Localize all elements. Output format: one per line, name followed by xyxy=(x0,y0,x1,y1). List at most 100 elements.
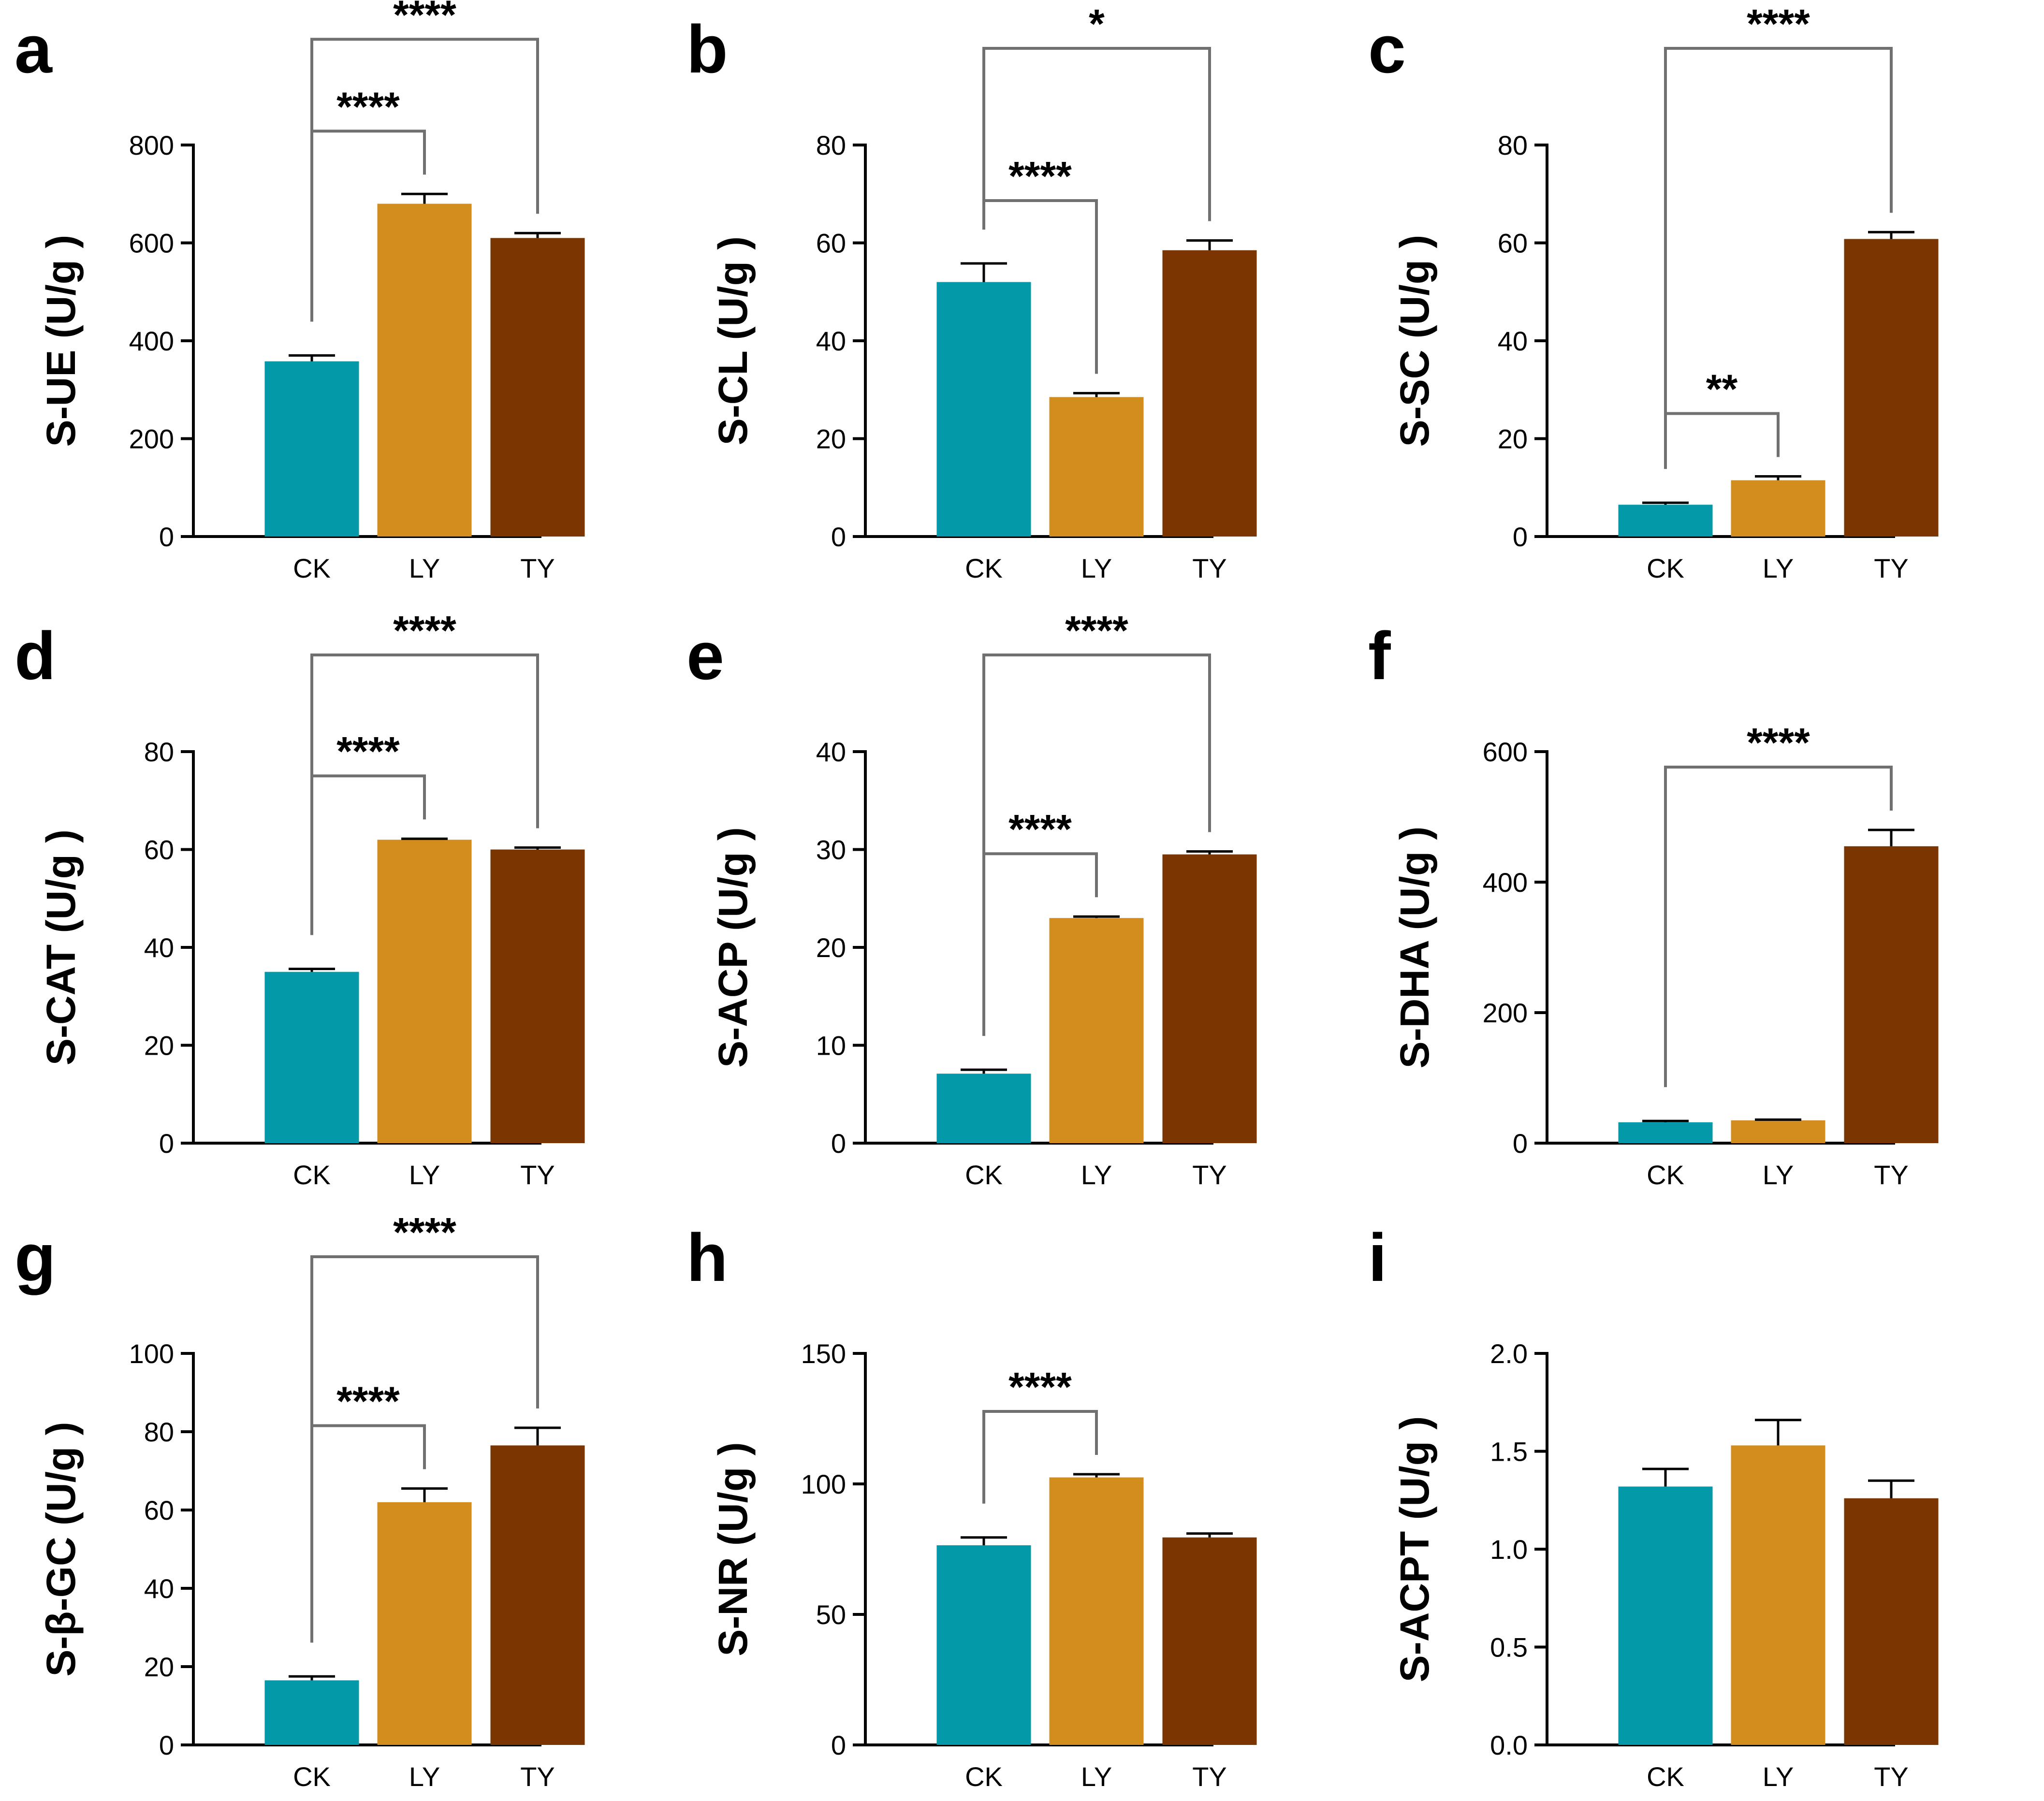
significance-label: * xyxy=(1089,1,1105,46)
bar-ly xyxy=(1049,397,1144,537)
bar-ty xyxy=(1844,846,1939,1143)
x-tick-label: LY xyxy=(409,553,440,583)
bar-ty xyxy=(1844,239,1939,537)
panel-letter: a xyxy=(15,11,53,87)
x-tick-label: TY xyxy=(520,1761,555,1792)
significance-label: **** xyxy=(1008,806,1072,852)
panel-letter: e xyxy=(686,618,724,694)
panel-letter: g xyxy=(15,1220,56,1295)
bar-ty xyxy=(1162,250,1257,537)
significance-label: **** xyxy=(336,1378,400,1423)
y-tick-label: 100 xyxy=(129,1338,174,1369)
panel-g: g S-β-GC (U/g ) 0 20 40 60 80 100 CK LY TY **** **** xyxy=(15,1209,585,1792)
y-tick-label: 20 xyxy=(1498,424,1528,454)
y-tick-label: 0 xyxy=(831,1730,846,1760)
y-tick-label: 1.0 xyxy=(1490,1534,1528,1565)
bar-ck xyxy=(264,1680,359,1745)
y-tick-label: 20 xyxy=(816,932,846,963)
significance-bracket xyxy=(310,654,539,935)
y-tick-label: 2.0 xyxy=(1490,1338,1528,1369)
bar-ck xyxy=(1618,1486,1713,1745)
bar-ty xyxy=(1162,854,1257,1143)
bar-ck xyxy=(1618,1122,1713,1143)
x-tick-label: TY xyxy=(520,1160,555,1190)
y-tick-label: 40 xyxy=(144,932,174,963)
x-tick-label: TY xyxy=(1192,1761,1227,1792)
y-axis-title: S-CAT (U/g ) xyxy=(38,829,84,1065)
significance-bracket xyxy=(1664,766,1893,1088)
x-tick-label: TY xyxy=(1874,1761,1909,1792)
significance-bracket xyxy=(982,654,1211,1036)
y-tick-label: 0 xyxy=(1513,1128,1528,1159)
panel-h: h S-NR (U/g ) 0 50 100 150 CK LY TY **** xyxy=(686,1220,1257,1792)
y-axis-title: S-NR (U/g ) xyxy=(710,1442,756,1656)
y-tick-label: 0 xyxy=(159,1128,174,1159)
y-axis-title: S-CL (U/g ) xyxy=(710,236,756,445)
bar-ty xyxy=(490,238,585,537)
y-tick-label: 60 xyxy=(816,228,846,259)
panel-e: e S-ACP (U/g ) 0 10 20 30 40 CK LY TY **** **** xyxy=(686,608,1257,1190)
significance-label: ** xyxy=(1706,366,1738,411)
significance-label: **** xyxy=(393,1209,456,1255)
x-tick-label: LY xyxy=(1081,1761,1112,1792)
y-tick-label: 40 xyxy=(144,1573,174,1604)
significance-bracket xyxy=(310,1255,539,1643)
bar-ly xyxy=(1731,1445,1825,1745)
x-tick-label: TY xyxy=(520,553,555,583)
significance-label: **** xyxy=(393,608,456,653)
panel-letter: b xyxy=(686,11,728,87)
y-tick-label: 0 xyxy=(159,1730,174,1760)
x-tick-label: TY xyxy=(1874,1160,1909,1190)
y-tick-label: 80 xyxy=(144,737,174,767)
panel-a: a S-UE (U/g ) 0 200 400 600 800 CK LY TY **** **** xyxy=(15,0,585,583)
significance-bracket xyxy=(982,47,1211,230)
y-tick-label: 800 xyxy=(129,130,174,160)
bar-ty xyxy=(490,1445,585,1745)
y-axis-title: S-ACPT (U/g ) xyxy=(1392,1416,1437,1683)
x-tick-label: LY xyxy=(1763,1160,1794,1190)
x-tick-label: CK xyxy=(1647,553,1684,583)
x-tick-label: CK xyxy=(293,1761,331,1792)
y-tick-label: 1.5 xyxy=(1490,1437,1528,1467)
y-tick-label: 60 xyxy=(1498,228,1528,259)
y-tick-label: 0 xyxy=(1513,522,1528,552)
y-axis-title: S-ACP (U/g ) xyxy=(710,827,756,1068)
panel-d: d S-CAT (U/g ) 0 20 40 60 80 CK LY TY **** **** xyxy=(15,608,585,1190)
y-axis-title: S-UE (U/g ) xyxy=(38,235,84,447)
significance-bracket xyxy=(1664,47,1893,469)
bar-ty xyxy=(1162,1537,1257,1745)
y-tick-label: 0.5 xyxy=(1490,1632,1528,1663)
bar-ly xyxy=(377,1502,472,1745)
significance-label: **** xyxy=(1008,153,1072,199)
y-tick-label: 400 xyxy=(1483,867,1528,898)
significance-bracket xyxy=(982,1410,1098,1504)
significance-label: **** xyxy=(1008,1364,1072,1409)
bar-ly xyxy=(377,840,472,1143)
y-tick-label: 600 xyxy=(129,228,174,259)
y-tick-label: 0 xyxy=(159,522,174,552)
panel-letter: i xyxy=(1368,1220,1387,1295)
y-tick-label: 10 xyxy=(816,1031,846,1061)
x-tick-label: TY xyxy=(1192,1160,1227,1190)
y-tick-label: 0 xyxy=(831,522,846,552)
x-tick-label: LY xyxy=(1081,553,1112,583)
x-tick-label: CK xyxy=(293,1160,331,1190)
bar-ck xyxy=(936,1545,1031,1745)
significance-label: **** xyxy=(336,84,400,129)
significance-label: **** xyxy=(1065,608,1128,653)
y-tick-label: 200 xyxy=(129,424,174,454)
panel-letter: d xyxy=(15,618,56,694)
x-tick-label: LY xyxy=(409,1761,440,1792)
y-axis-title: S-SC (U/g ) xyxy=(1392,235,1437,447)
bar-ck xyxy=(1618,505,1713,537)
y-tick-label: 0.0 xyxy=(1490,1730,1528,1760)
bar-ck xyxy=(936,282,1031,537)
y-tick-label: 150 xyxy=(801,1338,846,1369)
y-tick-label: 100 xyxy=(801,1469,846,1499)
y-tick-label: 80 xyxy=(144,1417,174,1447)
bar-ty xyxy=(490,849,585,1143)
bar-ck xyxy=(264,361,359,537)
y-tick-label: 200 xyxy=(1483,998,1528,1028)
